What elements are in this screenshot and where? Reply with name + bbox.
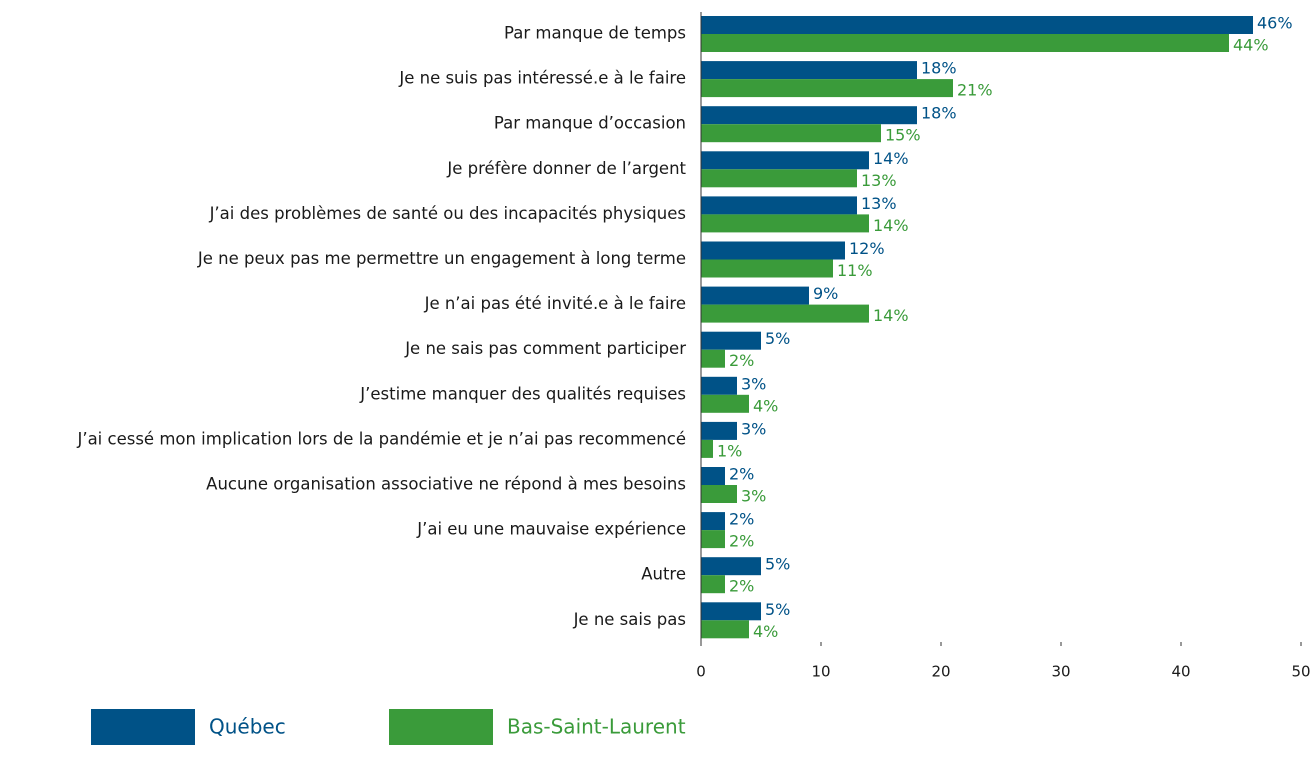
value-label: 3% (741, 487, 766, 506)
value-label: 2% (729, 510, 754, 529)
category-label: Je ne sais pas (573, 610, 686, 629)
bar (701, 106, 917, 125)
bar (701, 304, 869, 323)
category-label: J’ai des problèmes de santé ou des incap… (209, 204, 686, 223)
bar (701, 79, 953, 98)
x-tick-label: 10 (811, 663, 830, 681)
value-label: 2% (729, 532, 754, 551)
value-label: 13% (861, 171, 897, 190)
bar (701, 530, 725, 549)
x-tick-label: 40 (1171, 663, 1190, 681)
category-label: J’ai eu une mauvaise expérience (416, 520, 686, 539)
value-label: 13% (861, 194, 897, 213)
value-label: 9% (813, 284, 838, 303)
value-label: 2% (729, 351, 754, 370)
bar (701, 16, 1253, 34)
category-label: J’estime manquer des qualités requises (359, 384, 686, 403)
value-label: 3% (741, 419, 766, 438)
value-label: 21% (957, 81, 993, 100)
bar (701, 349, 725, 368)
bar (701, 620, 749, 639)
value-label: 2% (729, 577, 754, 596)
bar (701, 331, 761, 350)
category-label: Je préfère donner de l’argent (446, 159, 686, 178)
category-label: Aucune organisation associative ne répon… (206, 475, 686, 494)
bar (701, 286, 809, 305)
bar (701, 34, 1229, 52)
value-label: 4% (753, 396, 778, 415)
bar (701, 512, 725, 531)
bar (701, 439, 713, 458)
value-label: 4% (753, 622, 778, 641)
value-label: 14% (873, 149, 909, 168)
category-label: Par manque d’occasion (494, 114, 686, 133)
legend-swatch (91, 709, 195, 745)
bar (701, 169, 857, 188)
legend-swatch (389, 709, 493, 745)
x-tick-label: 30 (1051, 663, 1070, 681)
value-label: 14% (873, 216, 909, 235)
bar (701, 151, 869, 170)
value-label: 18% (921, 104, 957, 123)
value-label: 12% (849, 239, 885, 258)
bar (701, 214, 869, 233)
value-label: 5% (765, 329, 790, 348)
bar (701, 259, 833, 278)
bar (701, 196, 857, 215)
bar (701, 575, 725, 594)
legend-label: Québec (209, 715, 286, 739)
category-label: J’ai cessé mon implication lors de la pa… (76, 429, 686, 448)
category-label: Par manque de temps (504, 24, 686, 43)
category-label: Je ne peux pas me permettre un engagemen… (197, 249, 686, 268)
bar (701, 376, 737, 395)
x-tick-label: 50 (1291, 663, 1310, 681)
value-label: 3% (741, 374, 766, 393)
category-label: Je ne sais pas comment participer (404, 339, 686, 358)
value-label: 44% (1233, 36, 1269, 55)
bar (701, 602, 761, 621)
legend-label: Bas-Saint-Laurent (507, 715, 686, 739)
value-label: 5% (765, 600, 790, 619)
bar (701, 421, 737, 440)
value-label: 15% (885, 126, 921, 145)
value-label: 2% (729, 465, 754, 484)
value-label: 18% (921, 59, 957, 78)
bar (701, 394, 749, 413)
x-tick-label: 0 (696, 663, 706, 681)
value-label: 46% (1257, 14, 1293, 33)
x-tick-label: 20 (931, 663, 950, 681)
value-label: 11% (837, 261, 873, 280)
value-label: 14% (873, 306, 909, 325)
bar (701, 557, 761, 576)
bar (701, 124, 881, 143)
category-label: Je ne suis pas intéressé.e à le faire (398, 69, 686, 88)
value-label: 1% (717, 441, 742, 460)
category-label: Je n’ai pas été invité.e à le faire (424, 294, 686, 313)
value-label: 5% (765, 555, 790, 574)
bar (701, 467, 725, 485)
bar (701, 485, 737, 503)
bar (701, 241, 845, 260)
category-label: Autre (641, 565, 686, 584)
bar (701, 61, 917, 80)
